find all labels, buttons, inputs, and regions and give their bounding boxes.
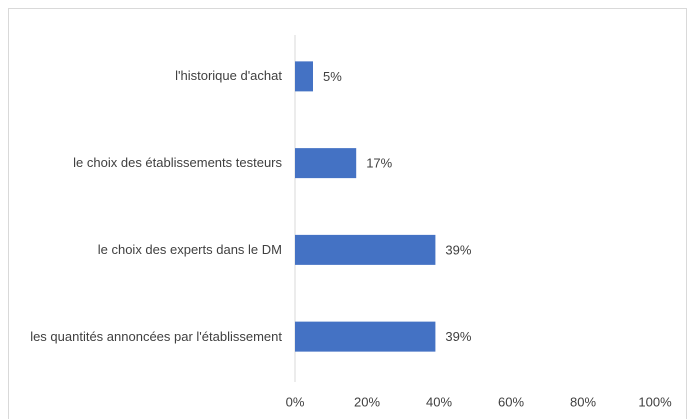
x-tick-label: 20% bbox=[354, 394, 380, 409]
bar bbox=[295, 61, 313, 92]
x-tick-label: 80% bbox=[570, 394, 596, 409]
data-label: 5% bbox=[323, 69, 342, 84]
bar bbox=[295, 321, 436, 352]
data-label: 39% bbox=[445, 329, 471, 344]
category-label: le choix des établissements testeurs bbox=[73, 155, 282, 171]
bar bbox=[295, 234, 436, 265]
category-label: les quantités annoncées par l'établissem… bbox=[30, 328, 282, 344]
category-label: l'historique d'achat bbox=[175, 68, 282, 84]
category-label: le choix des experts dans le DM bbox=[97, 241, 282, 257]
data-label: 17% bbox=[366, 156, 392, 171]
x-tick-label: 40% bbox=[426, 394, 452, 409]
data-label: 39% bbox=[445, 242, 471, 257]
x-tick-label: 0% bbox=[286, 394, 305, 409]
x-tick-label: 100% bbox=[638, 394, 672, 409]
bar bbox=[295, 148, 357, 179]
chart-frame bbox=[8, 8, 687, 419]
x-tick-label: 60% bbox=[498, 394, 524, 409]
